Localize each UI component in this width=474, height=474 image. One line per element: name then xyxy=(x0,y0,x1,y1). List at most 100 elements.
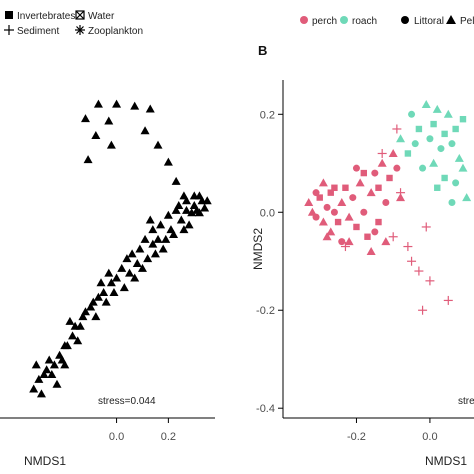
panel-b-x-ticks: -0.2 0.0 xyxy=(347,418,438,443)
panel-a-point xyxy=(112,99,122,108)
panel-a-point xyxy=(135,244,145,253)
legend-b-perch-dot-icon xyxy=(300,16,308,24)
panel-b-point xyxy=(331,184,338,191)
panel-b-point xyxy=(441,130,448,138)
panel-a-point xyxy=(182,205,192,214)
panel-a-point xyxy=(91,131,101,140)
panel-b-point xyxy=(381,237,391,246)
panel-b-point xyxy=(312,189,320,197)
panel-a-point xyxy=(161,234,171,243)
panel-a-point xyxy=(86,302,96,311)
panel-b-point xyxy=(437,145,445,153)
panel-a-point xyxy=(148,225,158,234)
panel-b-point xyxy=(338,238,346,246)
panel-a-point xyxy=(194,191,204,200)
panel-a-point xyxy=(171,205,181,214)
panel-a-point xyxy=(36,389,46,398)
panel-b-y-tick-label: 0.0 xyxy=(260,207,275,219)
panel-a-point xyxy=(148,239,158,248)
legend-b-perch: perch xyxy=(300,16,337,27)
panel-a: 0.0 0.2 stress=0.044 NMDS1 xyxy=(0,99,215,468)
panel-b-point xyxy=(459,115,467,123)
legend-a-water-boxed-x-icon xyxy=(75,10,85,20)
panel-b-point xyxy=(425,276,435,286)
legend-a-water: Water xyxy=(75,10,115,22)
panel-b-point xyxy=(393,164,401,172)
legend-a-sediment-label: Sediment xyxy=(17,26,59,37)
panel-b-point xyxy=(360,208,368,216)
panel-a-point xyxy=(52,379,62,388)
panel-a-point xyxy=(153,140,163,149)
panel-a-point xyxy=(189,201,199,210)
panel-b-y-tick-label: -0.4 xyxy=(256,403,275,415)
panel-a-point xyxy=(158,244,168,253)
panel-a-point xyxy=(73,336,83,345)
panel-a-points xyxy=(29,99,212,398)
panel-b-point xyxy=(452,179,460,187)
panel-b-point xyxy=(434,184,441,191)
panel-b-point xyxy=(375,184,382,191)
legend-b-pelagic-label: Pelagic xyxy=(460,16,474,27)
legend-b-pelagic: Pelagic xyxy=(446,15,474,27)
panel-a-point xyxy=(44,355,54,364)
panel-a-point xyxy=(122,254,132,263)
panel-a-point xyxy=(125,268,135,277)
panel-a-point xyxy=(62,341,72,350)
panel-a-point xyxy=(130,101,140,110)
panel-a-point xyxy=(140,234,150,243)
panel-b-point xyxy=(312,213,320,221)
panel-a-point xyxy=(112,273,122,282)
panel-b-point xyxy=(344,212,354,221)
panel-b-point xyxy=(414,266,424,276)
legend-b-roach-label: roach xyxy=(352,16,377,27)
panel-a-stress-annotation: stress=0.044 xyxy=(98,396,156,407)
legend-b: perch roach Littoral Pelagic xyxy=(300,15,474,27)
panel-b-point xyxy=(316,194,323,201)
panel-b-x-tick-label: 0.0 xyxy=(422,431,437,443)
legend-b-littoral: Littoral xyxy=(401,16,444,27)
legend-a-invertebrates-label: Invertebrates xyxy=(17,11,75,22)
panel-a-point xyxy=(80,307,90,316)
panel-b-point xyxy=(388,148,398,157)
legend-a: Invertebrates Water Sediment xyxy=(4,10,143,37)
panel-a-point xyxy=(171,176,181,185)
panel-b-point xyxy=(377,148,387,158)
panel-a-point xyxy=(42,365,52,374)
panel-b-point xyxy=(426,135,434,143)
panel-b-point xyxy=(452,125,459,133)
legend-a-zooplankton-label: Zooplankton xyxy=(88,26,143,37)
panel-b-point xyxy=(432,104,442,113)
panel-a-point xyxy=(80,114,90,123)
panel-a-point xyxy=(182,196,192,205)
panel-a-point xyxy=(93,99,103,108)
panel-b-point xyxy=(403,242,413,252)
panel-a-point xyxy=(49,360,59,369)
panel-a-point xyxy=(187,208,197,217)
panel-b-point xyxy=(340,242,350,252)
panel-b: B perch roach Littoral Pelagic 0.20.0-0.… xyxy=(251,15,474,468)
panel-a-point xyxy=(93,292,103,301)
panel-b-point xyxy=(364,233,371,240)
panel-b-points xyxy=(304,99,472,315)
panel-a-point xyxy=(163,210,173,219)
legend-a-invertebrates-square-icon xyxy=(5,11,13,19)
panel-a-point xyxy=(166,225,176,234)
panel-b-point xyxy=(392,124,402,134)
panel-b-point xyxy=(360,169,368,177)
panel-b-point xyxy=(322,232,332,241)
panel-a-point xyxy=(145,104,155,113)
panel-b-point xyxy=(386,174,393,182)
panel-b-point xyxy=(334,218,342,226)
panel-b-point xyxy=(441,174,448,182)
panel-b-point xyxy=(304,197,314,206)
legend-a-water-label: Water xyxy=(88,11,115,22)
panel-b-point xyxy=(318,178,328,187)
panel-a-point xyxy=(83,155,93,164)
panel-b-point xyxy=(421,222,431,232)
panel-b-point xyxy=(388,232,398,242)
panel-b-point xyxy=(443,109,453,118)
panel-a-point xyxy=(68,331,78,340)
panel-a-point xyxy=(75,321,85,330)
panel-b-point xyxy=(448,140,456,148)
panel-b-point xyxy=(318,217,328,226)
